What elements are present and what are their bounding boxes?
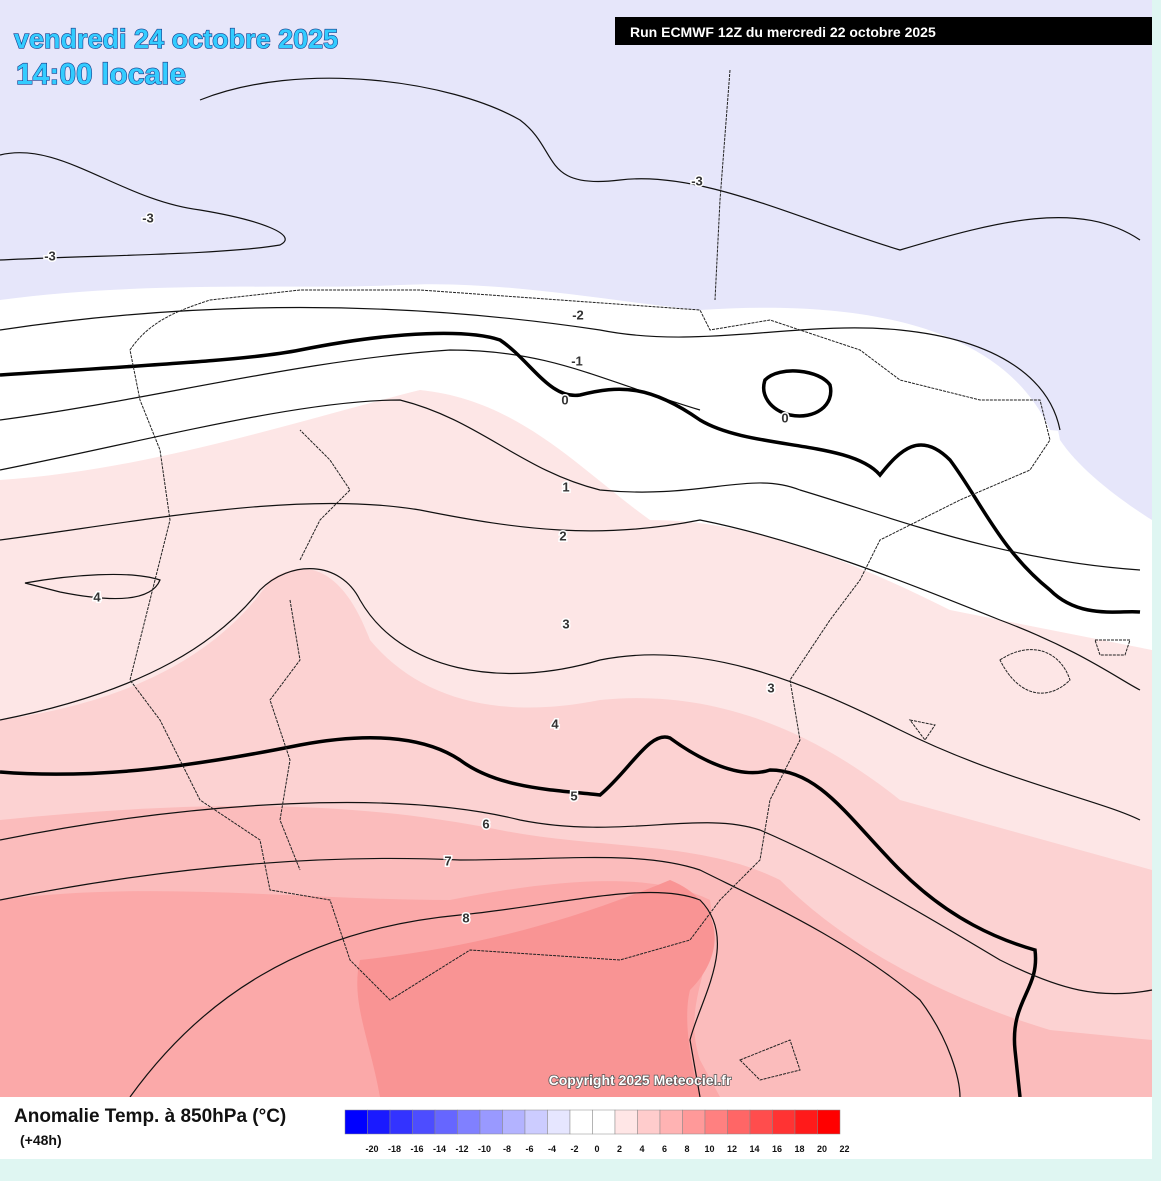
warm-zone-8 [357,880,715,1097]
contour [129,891,718,1098]
color-swatch [592,1109,616,1135]
color-swatch [502,1109,526,1135]
contour [0,568,1141,821]
color-swatch [682,1109,706,1135]
scale-tick-label: -16 [410,1144,423,1154]
color-swatch [749,1109,773,1135]
color-swatch [772,1109,796,1135]
scale-tick-label: 0 [594,1144,599,1154]
scale-tick-label: 18 [794,1144,804,1154]
scale-tick-label: 4 [639,1144,644,1154]
contour-label: 8 [462,910,469,925]
contour-label: 5 [570,788,577,803]
color-swatch [704,1109,728,1135]
scale-tick-label: 8 [684,1144,689,1154]
contour [0,306,1061,431]
color-swatch [659,1109,683,1135]
map: -3 -3 -3 -2 -1 0 0 1 2 3 3 4 4 5 6 7 8 Copyright 2025 Me… [0,0,1153,1098]
legend-title: Anomalie Temp. à 850hPa (°C) [14,1106,286,1127]
island [739,639,1131,1081]
contour-label: 4 [551,716,559,731]
contour-label: -2 [572,307,584,322]
contour [0,399,1141,571]
run-info: Run ECMWF 12Z du mercredi 22 octobre 202… [630,24,936,40]
color-swatch [389,1109,413,1135]
scale-tick-label: -18 [388,1144,401,1154]
color-swatch [817,1109,841,1135]
border [269,69,731,871]
scale-tick-label: -14 [433,1144,446,1154]
contour-0 [0,331,1141,614]
contour-label: -1 [571,353,583,368]
contour-label: 3 [767,680,774,695]
run-box [615,17,1152,45]
contour-label: 2 [559,528,566,543]
contour-label: -3 [691,173,703,188]
contour-label: -3 [142,210,154,225]
contour-label: 4 [93,589,101,604]
color-swatch [367,1109,391,1135]
contour-label: 1 [562,479,569,494]
color-swatch [794,1109,818,1135]
contour-label: 6 [482,816,489,831]
scale-tick-label: -20 [365,1144,378,1154]
color-swatch [637,1109,661,1135]
scale-tick-label: 12 [727,1144,737,1154]
contour-label: 7 [444,853,451,868]
scale-tick-label: 6 [662,1144,667,1154]
contour [0,801,1153,995]
contour-label: 0 [561,392,568,407]
color-swatch [547,1109,571,1135]
scale-tick-label: -8 [503,1144,511,1154]
legend: Anomalie Temp. à 850hPa (°C) (+48h) -20-… [0,1097,1152,1159]
scale-tick-label: -2 [570,1144,578,1154]
contour-labels: -3 -3 -3 -2 -1 0 0 1 2 3 3 4 4 5 6 7 8 [43,172,790,927]
color-swatch [457,1109,481,1135]
contour-label: 0 [781,410,788,425]
color-swatch [524,1109,548,1135]
contour [0,152,286,261]
contour [0,349,701,421]
legend-lead: (+48h) [20,1132,62,1148]
contour [199,77,1141,251]
contour [0,502,1141,691]
scale-tick-label: 16 [772,1144,782,1154]
contour-5 [0,735,1038,1098]
copyright: Copyright 2025 Meteociel.fr [549,1072,732,1088]
time-title: 14:00 locale [16,58,186,91]
scale-tick-label: -10 [478,1144,491,1154]
scale-tick-label: 10 [704,1144,714,1154]
color-swatch [614,1109,638,1135]
scale-tick-label: -6 [525,1144,533,1154]
color-swatch [727,1109,751,1135]
contour-label: 3 [562,616,569,631]
colorbar: -20 -18 -16 -14 -12 -10 -8 -6 -4 -2 0 2 4 6 8 10 12 14 16 1… [344,1109,850,1154]
color-swatch [434,1109,458,1135]
scale-tick-label: -12 [455,1144,468,1154]
scale-tick-label: 2 [617,1144,622,1154]
contour-label: -3 [44,248,56,263]
date-title: vendredi 24 octobre 2025 [14,24,338,54]
scale-tick-label: -4 [548,1144,556,1154]
color-swatch [479,1109,503,1135]
color-swatch [344,1109,368,1135]
coastline [129,289,1051,1001]
cold-zone-east [1040,284,1152,520]
color-swatch [412,1109,436,1135]
scale-tick-label: 14 [749,1144,759,1154]
color-swatch [569,1109,593,1135]
contour [0,856,961,1098]
scale-tick-label: 22 [839,1144,849,1154]
contour-0-closed [762,369,833,418]
contour-4 [24,573,161,600]
scale-tick-label: 20 [817,1144,827,1154]
